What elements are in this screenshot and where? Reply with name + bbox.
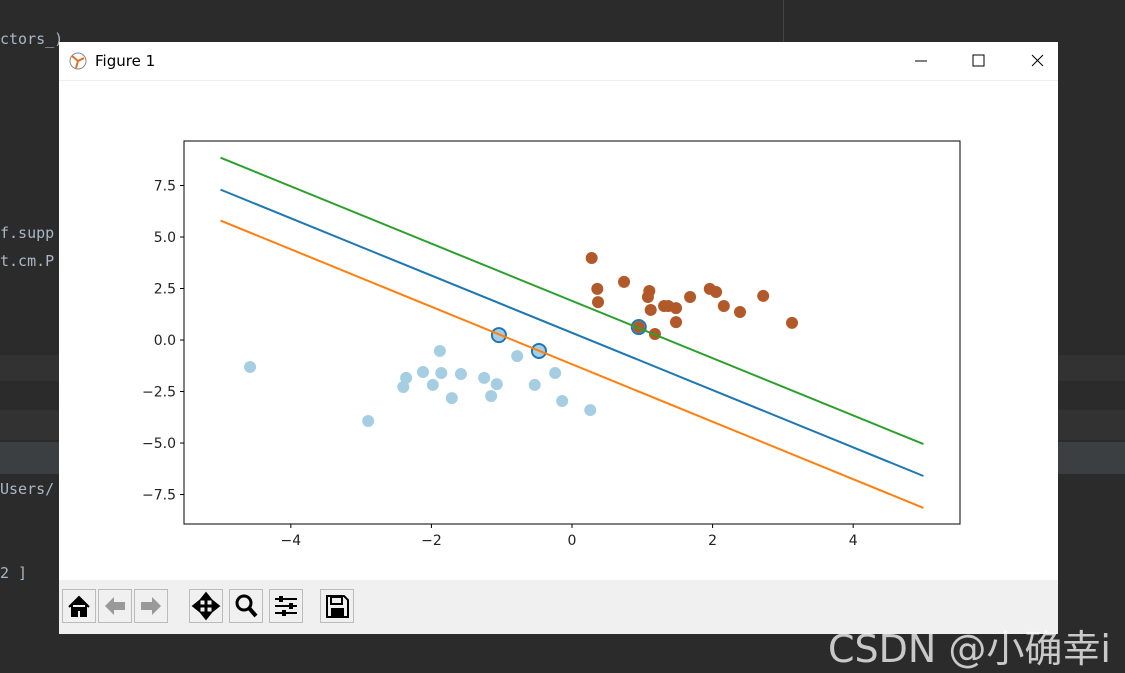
point [591, 282, 604, 295]
point [416, 365, 429, 378]
line [220, 156, 924, 445]
x-tick-label: 4 [849, 533, 858, 549]
line [220, 188, 924, 477]
support-vector [530, 342, 547, 359]
x-tick-label: −2 [421, 533, 442, 549]
pan-button[interactable] [189, 589, 223, 623]
y-tick-label: −2.5 [142, 385, 176, 401]
point [584, 404, 597, 417]
y-tick-label: 0.0 [154, 333, 176, 349]
point [528, 378, 541, 391]
x-tick-label: 2 [708, 533, 717, 549]
point [585, 252, 598, 265]
point [618, 275, 631, 288]
y-tick-label: 7.5 [154, 179, 176, 195]
point [556, 395, 569, 408]
y-tick-label: 5.0 [154, 230, 176, 246]
y-tick-label: −7.5 [142, 488, 176, 504]
point [435, 366, 448, 379]
save-button[interactable] [320, 589, 354, 623]
chart: −4 −2 0 2 4 7.5 5.0 2.5 0.0 −2.5 −5.0 −7.5 [142, 140, 961, 549]
point [684, 290, 697, 303]
code-line: f.supp [0, 224, 55, 242]
y-tick-label: −5.0 [142, 436, 176, 452]
point [717, 300, 730, 313]
point [454, 368, 467, 381]
figure-window: Figure 1 −4 −2 0 2 4 7.5 5.0 2.5 0.0 −2.5 −5.0 −7.5 [59, 42, 1058, 634]
line [220, 219, 924, 509]
point [511, 350, 524, 363]
point [710, 286, 723, 299]
point [786, 316, 799, 329]
code-line: ctors_) [0, 30, 64, 48]
code-line: Users/ [0, 480, 55, 498]
app-icon [69, 52, 87, 70]
point [478, 371, 491, 384]
x-tick-label: −4 [281, 533, 302, 549]
back-button[interactable] [98, 589, 132, 623]
plot-frame [183, 140, 961, 525]
point [397, 380, 410, 393]
support-vector [490, 327, 507, 344]
point [426, 378, 439, 391]
forward-button[interactable] [134, 589, 168, 623]
divider [783, 0, 784, 42]
point [757, 289, 770, 302]
point [362, 414, 375, 427]
point [643, 284, 656, 297]
point [670, 302, 683, 315]
point [733, 306, 746, 319]
title-bar: Figure 1 [59, 42, 1058, 81]
point [485, 390, 498, 403]
y-tick-label: 2.5 [154, 282, 176, 298]
window-title: Figure 1 [95, 52, 156, 70]
point [433, 344, 446, 357]
point [549, 366, 562, 379]
code-line: t.cm.P [0, 252, 55, 270]
point [400, 371, 413, 384]
support-vector [630, 319, 647, 336]
window-controls[interactable] [898, 42, 1058, 80]
point [644, 303, 657, 316]
point [592, 296, 605, 309]
point [244, 361, 257, 374]
watermark: CSDN @小确幸i [828, 627, 1111, 671]
toolbar [59, 580, 1058, 634]
home-button[interactable] [62, 589, 96, 623]
configure-button[interactable] [269, 589, 303, 623]
x-tick-label: 0 [568, 533, 577, 549]
point [490, 378, 503, 391]
code-line: 2 ] [0, 564, 28, 582]
zoom-button[interactable] [229, 589, 263, 623]
point [670, 316, 683, 329]
point [445, 392, 458, 405]
